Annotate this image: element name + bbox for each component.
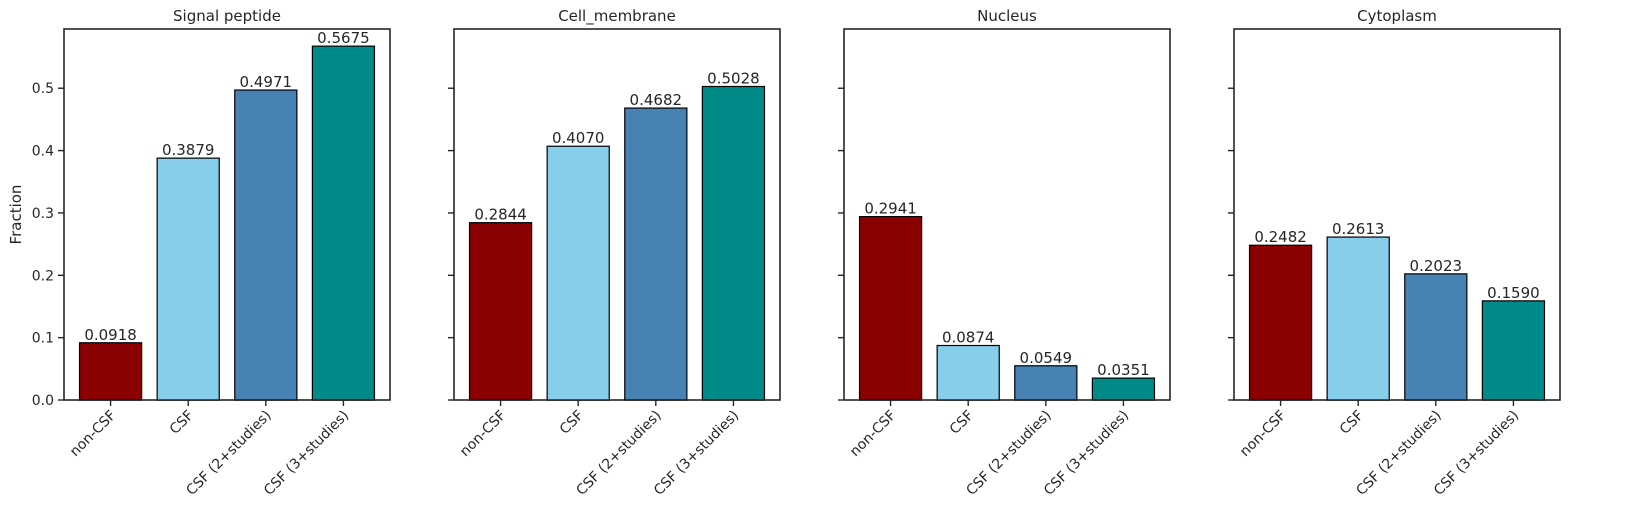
bar-value-label: 0.1590 xyxy=(1487,284,1540,302)
x-tick-label: CSF (2+studies) xyxy=(1353,408,1444,499)
x-tick-label: non-CSF xyxy=(457,408,509,460)
x-tick-label: non-CSF xyxy=(67,408,119,460)
bar-2 xyxy=(936,344,1000,401)
x-tick-label: CSF (2+studies) xyxy=(963,408,1054,499)
panel-4: Cytoplasm 0.2482 non-CSF 0.2613 CSF 0.2023 CSF… xyxy=(1228,7,1561,499)
bar-value-label: 0.4971 xyxy=(240,73,293,91)
bar-3 xyxy=(1014,365,1078,401)
bar-3 xyxy=(234,89,298,401)
bar-value-label: 0.4070 xyxy=(552,129,605,147)
plot-frame xyxy=(63,28,391,401)
x-tick-label: CSF (2+studies) xyxy=(183,408,274,499)
x-tick-label: CSF xyxy=(947,408,977,438)
bar-4 xyxy=(311,45,376,401)
y-axis-label: Fraction xyxy=(7,185,25,245)
bar-value-label: 0.2844 xyxy=(474,206,527,224)
x-tick-label: non-CSF xyxy=(1237,408,1289,460)
bar-value-label: 0.0874 xyxy=(942,329,995,347)
bar-value-label: 0.2482 xyxy=(1254,228,1307,246)
bar-value-label: 0.2023 xyxy=(1410,257,1463,275)
x-tick-label: CSF xyxy=(167,408,197,438)
bar-3 xyxy=(1404,273,1468,401)
y-tick-label: 0.1 xyxy=(32,331,54,347)
bar-value-label: 0.2941 xyxy=(864,200,917,218)
x-tick-label: CSF (3+studies) xyxy=(1431,408,1522,499)
panel-3: Nucleus 0.2941 non-CSF 0.0874 CSF 0.0549 CSF (… xyxy=(838,7,1171,499)
bar-value-label: 0.2613 xyxy=(1332,220,1385,238)
bar-2 xyxy=(546,145,610,401)
bar-value-label: 0.3879 xyxy=(162,141,215,159)
x-tick-label: CSF xyxy=(1337,408,1367,438)
plot-frame xyxy=(1233,28,1561,401)
panel-title: Cytoplasm xyxy=(1357,7,1437,25)
bar-1 xyxy=(468,222,533,401)
plot-frame xyxy=(453,28,781,401)
panel-1: Signal peptide 0.0 0.1 0.2 0.3 0.4 0.5 Fraction… xyxy=(7,7,391,499)
bar-4 xyxy=(701,85,766,401)
y-tick-label: 0.3 xyxy=(32,206,54,222)
bar-4 xyxy=(1481,300,1546,401)
bar-1 xyxy=(858,216,923,401)
bar-value-label: 0.5028 xyxy=(707,69,760,87)
bar-1 xyxy=(1248,244,1313,401)
bar-value-label: 0.0918 xyxy=(84,326,137,344)
bar-2 xyxy=(1326,236,1390,401)
bar-4 xyxy=(1091,377,1156,401)
y-tick-label: 0.5 xyxy=(32,81,54,97)
x-tick-label: CSF (2+studies) xyxy=(573,408,664,499)
x-tick-label: CSF (3+studies) xyxy=(261,408,352,499)
bar-3 xyxy=(624,107,688,401)
panel-title: Nucleus xyxy=(977,7,1037,25)
x-tick-label: non-CSF xyxy=(847,408,899,460)
bar-value-label: 0.5675 xyxy=(317,29,370,47)
bar-2 xyxy=(156,157,220,401)
bar-value-label: 0.0549 xyxy=(1020,349,1073,367)
panel-title: Cell_membrane xyxy=(558,7,676,26)
panel-title: Signal peptide xyxy=(173,7,281,25)
x-tick-label: CSF (3+studies) xyxy=(651,408,742,499)
bar-value-label: 0.4682 xyxy=(630,91,683,109)
y-tick-label: 0.2 xyxy=(32,268,54,284)
panel-2: Cell_membrane 0.2844 non-CSF 0.4070 CSF 0.468… xyxy=(448,7,781,499)
y-tick-label: 0.0 xyxy=(32,393,54,409)
y-tick-label: 0.4 xyxy=(32,144,54,160)
bar-1 xyxy=(78,342,143,401)
bar-value-label: 0.0351 xyxy=(1097,361,1150,379)
x-tick-label: CSF xyxy=(557,408,587,438)
plot-frame xyxy=(843,28,1171,401)
x-tick-label: CSF (3+studies) xyxy=(1041,408,1132,499)
